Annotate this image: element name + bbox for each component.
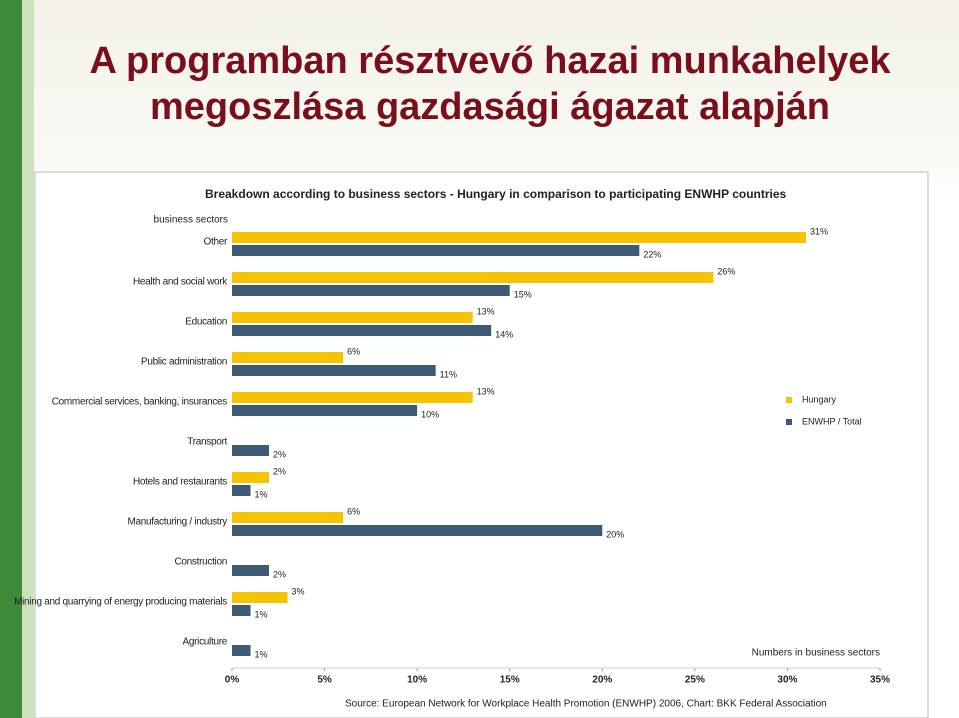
y-tick-label: Construction xyxy=(174,557,227,568)
chart-frame xyxy=(34,171,929,718)
y-tick-label: Other xyxy=(203,237,227,248)
title-line: A programban résztvevő hazai munkahelyek xyxy=(89,40,891,82)
chart-title: Breakdown according to business sectors … xyxy=(205,187,787,201)
legend-label: Hungary xyxy=(802,394,837,404)
y-axis-label: business sectors xyxy=(154,215,228,226)
bar xyxy=(232,605,251,616)
bar xyxy=(232,472,270,483)
bar xyxy=(232,525,603,536)
bar xyxy=(232,365,436,376)
value-label: 2% xyxy=(273,466,286,476)
x-tick-label: 25% xyxy=(685,675,705,686)
y-tick-label: Agriculture xyxy=(183,637,228,648)
bar xyxy=(232,232,806,243)
bar xyxy=(232,445,270,456)
y-tick-label: Public administration xyxy=(141,357,227,368)
decor-stripe xyxy=(22,0,34,718)
value-label: 22% xyxy=(643,249,661,259)
value-label: 2% xyxy=(273,569,286,579)
x-tick-label: 15% xyxy=(500,675,520,686)
value-label: 2% xyxy=(273,449,286,459)
source: Source: European Network for Workplace H… xyxy=(345,699,827,710)
value-label: 26% xyxy=(717,266,735,276)
bar xyxy=(232,512,344,523)
x-tick-label: 20% xyxy=(592,675,612,686)
value-label: 1% xyxy=(255,609,268,619)
y-tick-label: Health and social work xyxy=(133,277,228,288)
value-label: 13% xyxy=(477,306,495,316)
value-label: 15% xyxy=(514,289,532,299)
x-tick-label: 5% xyxy=(317,675,332,686)
y-tick-label: Transport xyxy=(187,437,227,448)
bar xyxy=(232,592,288,603)
value-label: 13% xyxy=(477,386,495,396)
value-label: 1% xyxy=(255,489,268,499)
x-tick-label: 0% xyxy=(225,675,240,686)
bar xyxy=(232,645,251,656)
bar xyxy=(232,565,270,576)
bar xyxy=(232,405,418,416)
value-label: 3% xyxy=(292,586,305,596)
legend-swatch xyxy=(786,419,792,425)
value-label: 10% xyxy=(421,409,439,419)
value-label: 14% xyxy=(495,329,513,339)
bar xyxy=(232,352,344,363)
value-label: 1% xyxy=(255,649,268,659)
x-tick-label: 35% xyxy=(870,675,890,686)
bar xyxy=(232,272,714,283)
decor-stripe xyxy=(0,0,22,718)
x-tick-label: 30% xyxy=(777,675,797,686)
bar xyxy=(232,285,510,296)
value-label: 20% xyxy=(606,529,624,539)
bar xyxy=(232,392,473,403)
y-tick-label: Hotels and restaurants xyxy=(133,477,227,488)
legend-label: ENWHP / Total xyxy=(802,416,862,426)
y-tick-label: Education xyxy=(185,317,227,328)
bar xyxy=(232,245,640,256)
slide-title: A programban résztvevő hazai munkahelyek… xyxy=(40,38,940,130)
bar xyxy=(232,325,492,336)
value-label: 11% xyxy=(440,369,457,379)
legend-swatch xyxy=(786,397,792,403)
y-tick-label: Commercial services, banking, insurances xyxy=(52,397,228,408)
value-label: 31% xyxy=(810,226,828,236)
bar xyxy=(232,485,251,496)
title-line: megoszlása gazdasági ágazat alapján xyxy=(149,86,831,128)
y-tick-label: Mining and quarrying of energy producing… xyxy=(14,597,227,608)
bar xyxy=(232,312,473,323)
x-axis-label: Numbers in business sectors xyxy=(752,648,880,659)
value-label: 6% xyxy=(347,346,360,356)
value-label: 6% xyxy=(347,506,360,516)
y-tick-label: Manufacturing / industry xyxy=(127,517,227,528)
x-tick-label: 10% xyxy=(407,675,427,686)
